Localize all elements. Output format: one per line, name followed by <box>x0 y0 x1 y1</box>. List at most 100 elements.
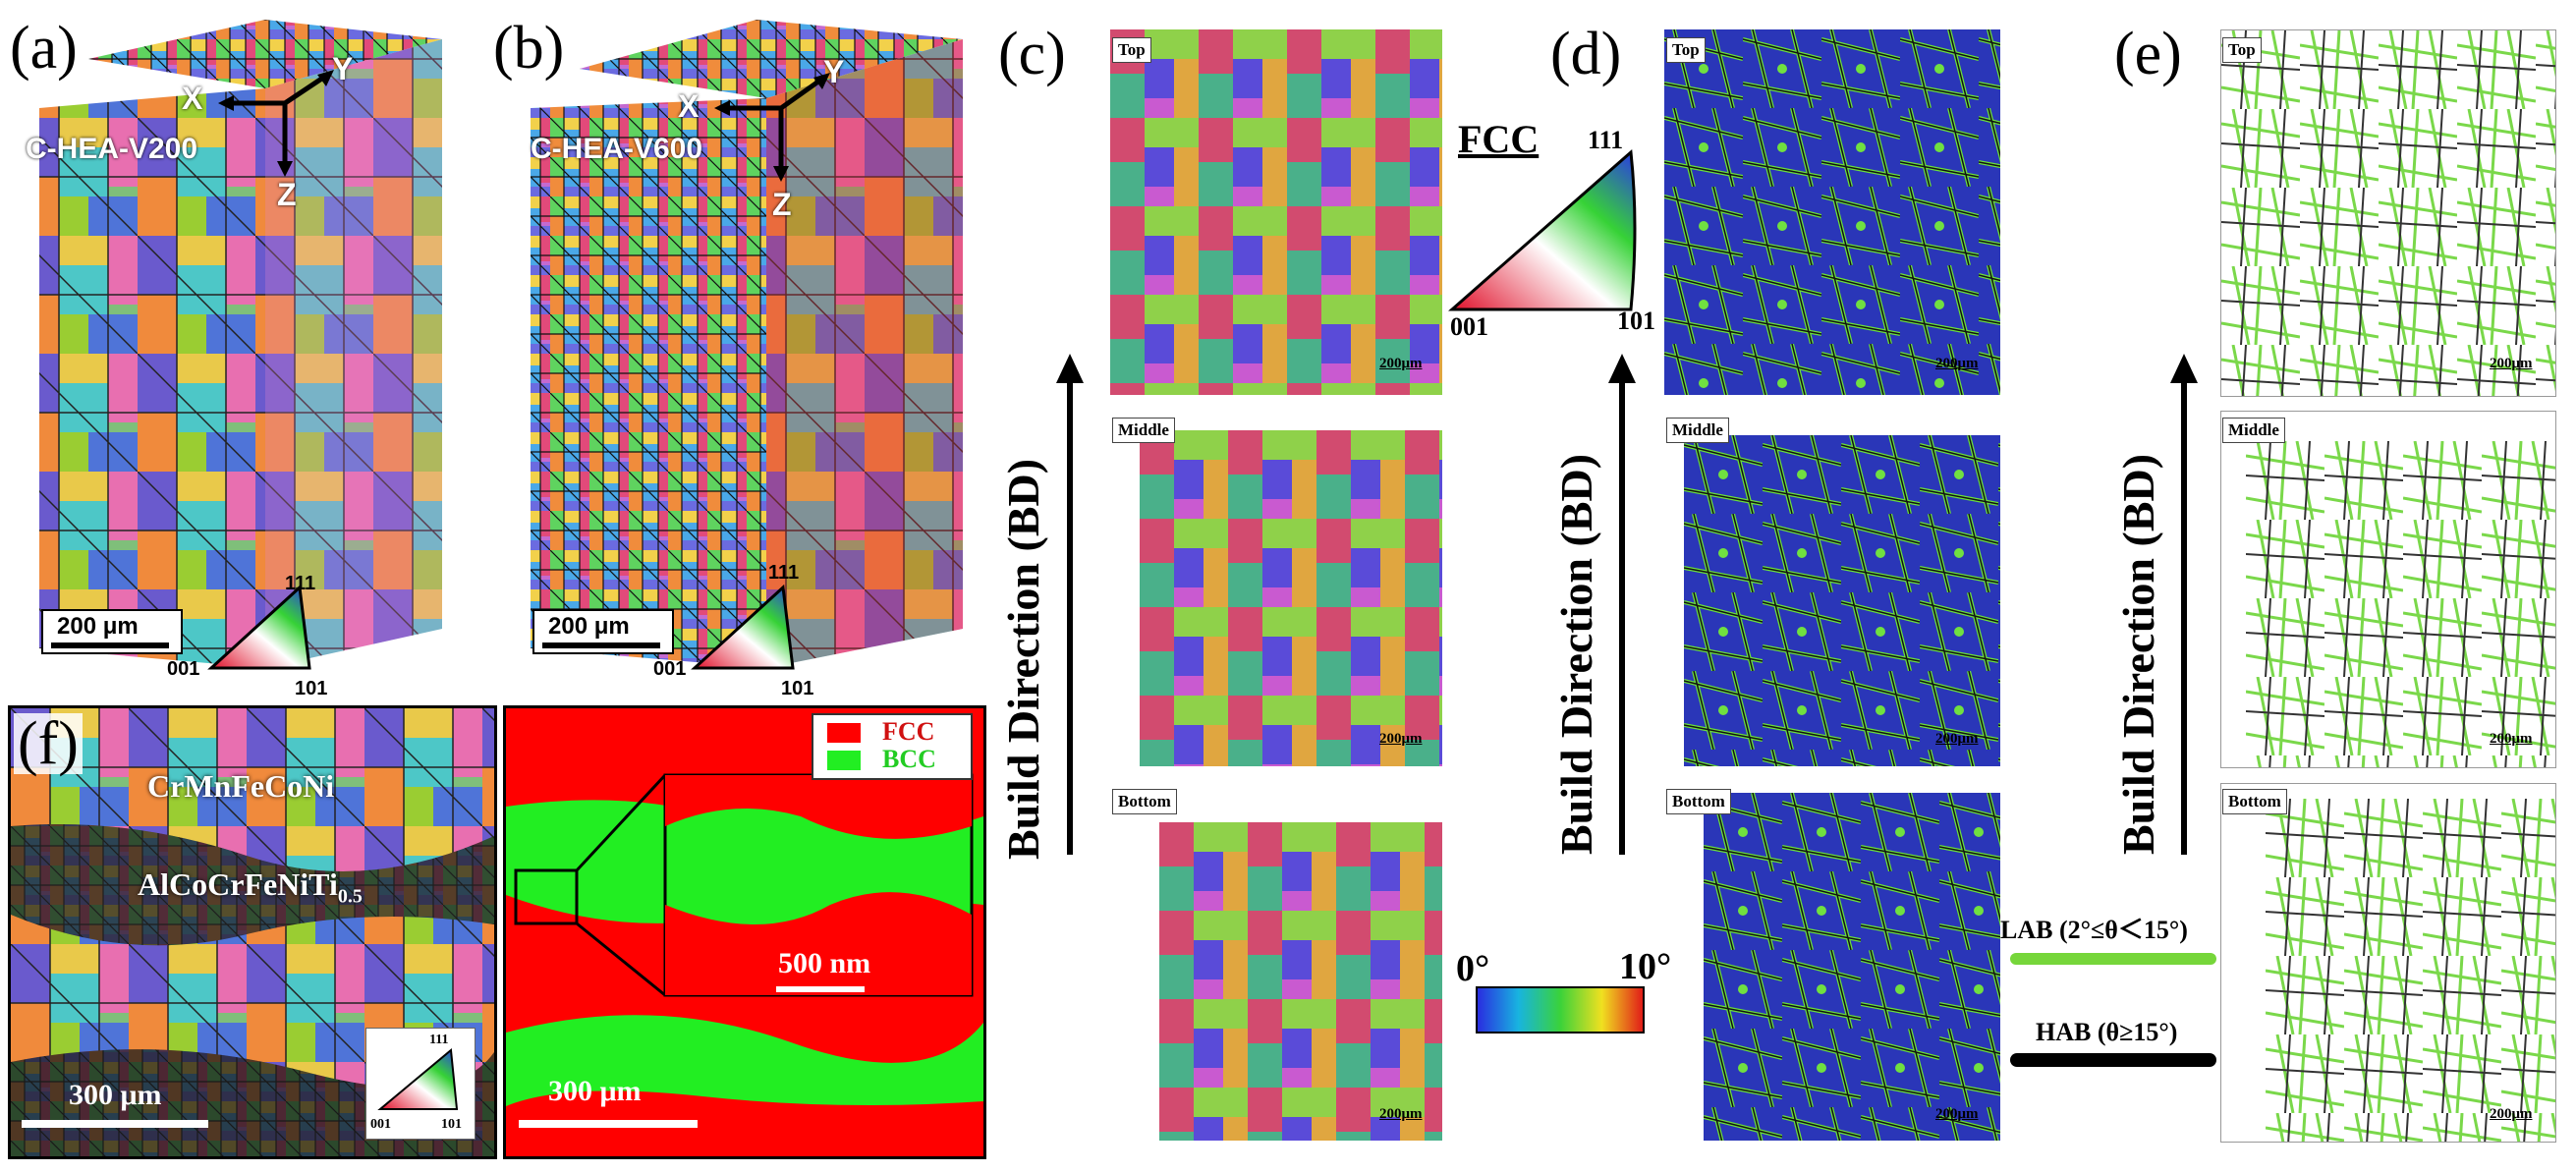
panel-a-ipf-001: 001 <box>167 658 200 680</box>
panel-f-alloy-2-sub: 0.5 <box>337 885 363 908</box>
panel-c-bottom-tag: Bottom <box>1112 789 1177 814</box>
panel-d-map-top <box>1664 29 2000 395</box>
panel-label-b: (b) <box>493 15 565 82</box>
panel-d-map-bottom <box>1664 783 2000 1141</box>
panel-a-ipf-triangle <box>207 584 311 670</box>
phase-legend-bcc-swatch <box>827 751 861 770</box>
panel-d-bottom-scale: 200μm <box>1935 1106 1979 1122</box>
panel-c-top-tag: Top <box>1112 37 1151 63</box>
panel-e-top-tag: Top <box>2222 37 2262 63</box>
panel-f-alloy-2-main: AlCoCrFeNiTi <box>138 866 338 902</box>
panel-b-ipf-111: 111 <box>768 562 800 584</box>
panel-a-ipf-111: 111 <box>285 573 316 594</box>
panel-b-ipf-001: 001 <box>653 658 687 680</box>
fcc-legend-001: 001 <box>1450 312 1488 341</box>
kam-legend-max: 10° <box>1619 946 1672 987</box>
panel-b-ipf-triangle <box>691 584 795 670</box>
panel-b-ipf-101: 101 <box>781 678 814 699</box>
panel-d-bottom-tag: Bottom <box>1666 789 1731 814</box>
fcc-legend-111: 111 <box>1588 126 1624 154</box>
phase-legend-box: FCC BCC <box>812 713 973 780</box>
panel-f-left-scalebar <box>22 1120 208 1128</box>
panel-d-bd-arrowhead <box>1608 354 1636 383</box>
panel-a-scale-text: 200 μm <box>57 613 139 640</box>
panel-a-axes <box>218 70 334 177</box>
panel-e-bottom-scale: 200μm <box>2490 1106 2533 1122</box>
panel-c-top-scale: 200μm <box>1379 356 1423 371</box>
phase-legend-fcc-swatch <box>827 723 861 743</box>
panel-c-map-top <box>1110 29 1442 395</box>
panel-f-alloy-2: AlCoCrFeNiTi0.5 <box>138 866 363 908</box>
panel-b-3d-ebsd-cube <box>531 20 963 668</box>
lab-legend-line <box>2010 953 2216 965</box>
lab-legend-label: LAB (2°≤θ＜15°) <box>2000 916 2188 944</box>
panel-b-scale-text: 200 μm <box>548 613 630 640</box>
hab-legend-line <box>2010 1053 2216 1067</box>
panel-f-left-ipf-triangle <box>377 1048 459 1110</box>
panel-b-scalebar <box>542 642 660 648</box>
panel-b-axis-y: Y <box>823 54 845 89</box>
panel-b-axis-z: Z <box>772 187 792 222</box>
panel-a-axis-x: X <box>182 81 203 116</box>
panel-d-bd-arrow-line <box>1619 383 1625 855</box>
panel-a-scalebar <box>51 642 169 648</box>
panel-d-middle-tag: Middle <box>1666 418 1729 443</box>
panel-c-map-middle <box>1110 411 1442 766</box>
panel-e-map-top <box>2220 29 2556 397</box>
panel-e-build-direction-label: Build Direction (BD) <box>2113 453 2163 855</box>
panel-b-axis-x: X <box>678 88 700 124</box>
panel-label-d: (d) <box>1550 21 1622 87</box>
panel-e-middle-tag: Middle <box>2222 418 2285 443</box>
panel-label-c: (c) <box>998 21 1066 87</box>
panel-f-left-ipf-001: 001 <box>370 1117 391 1132</box>
panel-b-sample-label: C-HEA-V600 <box>531 133 703 165</box>
panel-e-top-scale: 200μm <box>2490 356 2533 371</box>
kam-legend-min: 0° <box>1456 948 1490 989</box>
panel-c-bottom-scale: 200μm <box>1379 1106 1423 1122</box>
panel-f-left-ipf-101: 101 <box>441 1117 462 1132</box>
panel-f-right-frame <box>503 705 986 1159</box>
panel-d-top-tag: Top <box>1666 37 1706 63</box>
panel-f-left-ipf-111: 111 <box>429 1033 449 1047</box>
panel-d-top-scale: 200μm <box>1935 356 1979 371</box>
panel-e-bd-arrowhead <box>2170 354 2198 383</box>
phase-legend-fcc-label: FCC <box>882 717 935 746</box>
fcc-ipf-legend <box>1448 148 1637 311</box>
panel-a-ipf-101: 101 <box>295 678 328 699</box>
panel-d-build-direction-label: Build Direction (BD) <box>1551 453 1601 855</box>
panel-a-axis-y: Y <box>332 51 354 86</box>
hab-legend-label: HAB (θ≥15°) <box>2036 1018 2178 1046</box>
panel-e-bottom-tag: Bottom <box>2222 789 2287 814</box>
panel-a-scale-box: 200 μm <box>41 609 183 654</box>
panel-f-inset-scale-text: 500 nm <box>778 947 871 979</box>
panel-f-right-scalebar <box>519 1120 698 1128</box>
panel-f-right-scale-text: 300 μm <box>548 1075 642 1107</box>
kam-colorbar <box>1476 986 1645 1033</box>
panel-c-bd-arrow-line <box>1067 383 1073 855</box>
panel-e-map-bottom <box>2220 783 2556 1143</box>
panel-a-sample-label: C-HEA-V200 <box>26 133 198 165</box>
panel-d-map-middle <box>1664 411 2000 766</box>
panel-f-left-scale-text: 300 μm <box>69 1079 162 1111</box>
panel-c-build-direction-label: Build Direction (BD) <box>998 458 1048 860</box>
fcc-legend-title: FCC <box>1458 117 1540 161</box>
panel-a-3d-ebsd-cube <box>39 20 442 668</box>
panel-f-left-ipf-box: 111 001 101 <box>365 1028 476 1140</box>
panel-e-bd-arrow-line <box>2181 383 2187 855</box>
panel-e-middle-scale: 200μm <box>2490 731 2533 747</box>
panel-a-axis-z: Z <box>277 177 297 212</box>
panel-f-alloy-1: CrMnFeCoNi <box>147 768 335 804</box>
panel-d-middle-scale: 200μm <box>1935 731 1979 747</box>
panel-b-scale-box: 200 μm <box>532 609 674 654</box>
panel-label-f: (f) <box>14 713 83 774</box>
panel-e-map-middle <box>2220 411 2556 768</box>
panel-b-axes <box>714 73 830 182</box>
panel-c-middle-tag: Middle <box>1112 418 1175 443</box>
panel-label-e: (e) <box>2114 21 2182 87</box>
panel-c-bd-arrowhead <box>1056 354 1084 383</box>
panel-f-inset-scalebar <box>776 986 865 992</box>
panel-label-a: (a) <box>10 15 78 82</box>
fcc-legend-101: 101 <box>1617 307 1655 335</box>
phase-legend-bcc-label: BCC <box>882 745 936 773</box>
panel-c-map-bottom <box>1110 783 1442 1141</box>
